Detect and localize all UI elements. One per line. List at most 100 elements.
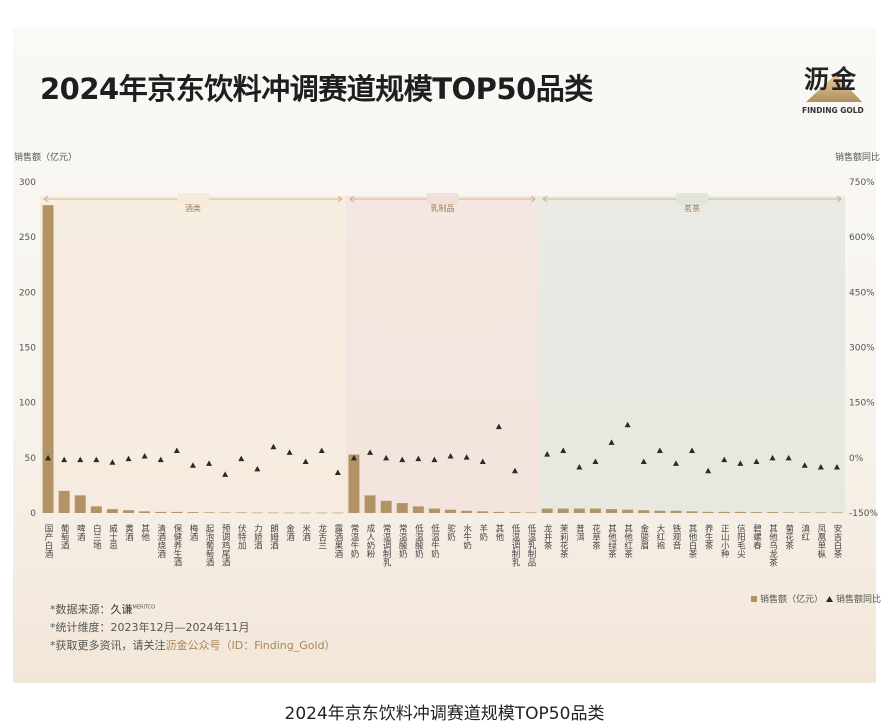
bar [123,510,135,513]
bar [348,454,360,513]
marker [189,462,196,468]
bar [557,508,569,513]
marker [801,462,808,468]
bar [396,503,408,513]
marker [415,455,422,462]
x-tick-label: 滇红 [800,523,810,541]
bracket-arrow-left-icon [349,195,355,203]
figure-caption: 2024年京东饮料冲调赛道规模TOP50品类 [284,704,605,724]
marker [576,464,583,470]
bar [235,512,247,514]
bar [58,490,70,513]
group-label: 茗茶 [684,203,700,213]
marker [833,464,840,470]
bar [332,512,344,514]
bracket-arrow-right-icon [337,195,343,203]
bar [670,510,682,513]
group-band [40,196,346,513]
marker [350,454,357,461]
bracket-arrow-right-icon [836,195,842,203]
x-tick-label: 正山小种 [719,524,729,559]
marker [592,458,599,465]
bar [509,512,521,513]
marker [721,456,728,463]
x-tick-label: 其他 [494,524,504,542]
bar [541,508,553,513]
marker [141,452,148,459]
bar [187,512,199,513]
group-band [539,196,845,513]
bar [267,512,279,514]
marker [495,423,502,430]
bar [622,509,634,513]
x-tick-label: 常温酸奶 [397,523,407,559]
source-brand-sup: MERITCO [132,604,156,611]
more-accent: 沥金公众号（ID：Finding_Gold） [165,639,336,652]
x-tick-label: 水牛奶 [462,523,472,550]
x-tick-label: 露酒果酒 [333,524,343,559]
marker [463,454,470,460]
more-prefix: *获取更多资讯，请关注 [50,639,166,652]
bar [90,506,102,513]
marker [93,456,100,463]
marker [238,455,245,462]
bar [815,512,827,514]
x-tick-label: 养生茶 [703,523,713,549]
marker [479,458,486,465]
chart-area: 酒类 乳制品 茗茶 销售额（亿元） 销售额同比 0 50 100 150 200 250 300… [14,151,881,605]
bar [445,509,457,513]
group-label: 乳制品 [431,203,455,213]
x-tick-label: 铁观音 [671,523,681,550]
x-tick-label: 龙舌兰 [317,523,327,549]
x-tick-label: 大红袍 [655,523,665,550]
marker [399,456,406,463]
marker [640,458,647,465]
marker [61,456,68,463]
x-tick-label: 低温牛奶 [429,523,439,559]
x-tick-label: 茉莉花茶 [558,523,568,558]
marker-series [45,421,840,477]
marker [447,452,454,459]
bar [799,512,811,513]
bar [251,512,263,514]
bar [767,512,779,513]
bar [364,495,376,513]
y-tick-label: 100 [19,399,36,409]
period-note: *统计维度：2023年12月—2024年11月 [50,621,250,634]
x-tick-label: 其他绿茶 [607,524,617,558]
marker [785,454,792,461]
bar [702,511,714,513]
x-tick-label: 威士忌 [107,523,117,549]
marker [672,460,679,466]
x-tick-label: 梅酒 [188,523,198,542]
x-tick-label: 凤凰单枞 [816,524,826,559]
marker [77,456,84,463]
x-tick-label: 驼奶 [446,523,456,542]
x-tick-label: 白兰地 [91,523,101,549]
marker [769,454,776,461]
bar [589,508,601,513]
bar [106,509,118,513]
bar [74,495,86,513]
y-tick-label: 50 [25,454,37,464]
group-band [345,196,540,513]
bar [155,511,167,513]
legend-bar-swatch [751,596,757,602]
x-tick-label: 金骏眉 [639,523,649,550]
bar [380,500,392,513]
y2-tick-label: 750% [849,178,875,188]
y-tick-label: 250 [19,233,36,243]
bar-series [42,205,843,514]
x-tick-label: 普洱 [574,523,584,542]
x-tick-label: 其他乌龙茶 [768,524,778,567]
mountain-icon [806,74,862,102]
x-tick-label: 其他 [140,524,150,542]
y2-tick-label: 0% [849,454,864,464]
bar [734,511,746,513]
bar [477,511,489,513]
logo-subtext: FINDING GOLD [802,106,864,115]
x-tick-label: 其他白茶 [687,524,697,558]
marker [45,454,52,461]
marker [705,467,712,474]
marker [173,447,180,453]
